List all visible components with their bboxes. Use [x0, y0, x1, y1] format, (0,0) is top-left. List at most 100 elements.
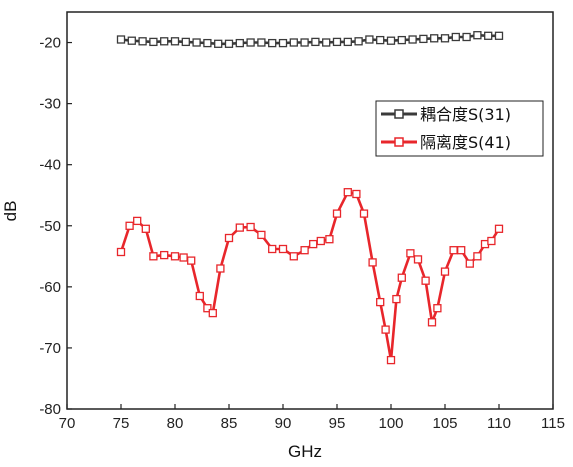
data-point	[322, 38, 331, 47]
series-1	[116, 188, 504, 365]
data-point	[203, 38, 212, 48]
plot-frame	[66, 11, 554, 410]
x-tick-label: 90	[275, 415, 292, 432]
data-point	[311, 37, 320, 47]
data-point	[473, 31, 482, 40]
data-point	[300, 38, 309, 47]
data-point	[208, 308, 217, 318]
data-point	[224, 39, 234, 48]
legend: 耦合度S(31) 隔离度S(41)	[375, 100, 544, 157]
data-point	[300, 246, 309, 255]
data-point	[246, 38, 255, 47]
x-tick-label: 80	[167, 415, 184, 432]
y-tick-label: -70	[39, 340, 61, 357]
data-point	[368, 258, 377, 267]
data-point	[392, 294, 401, 304]
data-point	[316, 236, 325, 246]
series-0	[116, 31, 504, 48]
data-point	[278, 38, 288, 48]
data-point	[179, 253, 188, 262]
data-point	[381, 325, 390, 334]
data-point	[397, 273, 406, 282]
data-point	[195, 291, 204, 301]
x-axis-title: GHz	[288, 442, 322, 461]
data-point	[421, 276, 430, 285]
data-point	[127, 36, 136, 45]
legend-label-isolation: 隔离度S(41)	[420, 133, 511, 152]
data-point	[181, 37, 190, 47]
x-axis: 70 75 80 85 90 95 100 105 110 115	[59, 404, 565, 432]
x-tick-label: 75	[113, 415, 130, 432]
data-point	[278, 244, 288, 254]
legend-marker-isolation	[394, 137, 404, 147]
data-point	[494, 224, 504, 233]
data-point	[224, 233, 234, 243]
data-point	[116, 35, 126, 44]
data-point	[257, 38, 266, 47]
data-point	[170, 252, 180, 261]
data-point	[365, 35, 374, 44]
data-point	[268, 38, 277, 48]
y-tick-label: -20	[39, 35, 61, 52]
data-point	[376, 297, 385, 307]
data-point	[359, 209, 369, 218]
series-layer	[116, 31, 504, 365]
data-point	[413, 255, 423, 264]
data-point	[149, 252, 158, 261]
data-point	[149, 37, 158, 47]
data-point	[289, 252, 298, 261]
data-point	[449, 246, 458, 255]
data-point	[116, 247, 126, 257]
data-point	[170, 37, 180, 46]
y-tick-label: -80	[39, 401, 61, 418]
x-tick-label: 100	[378, 415, 403, 432]
data-point	[138, 37, 147, 46]
data-point	[473, 252, 482, 261]
y-tick-label: -30	[39, 96, 61, 113]
data-point	[192, 38, 201, 47]
data-point	[187, 256, 196, 265]
data-point	[397, 35, 406, 45]
data-point	[343, 37, 352, 47]
x-tick-label: 85	[221, 415, 238, 432]
data-point	[440, 34, 450, 43]
data-point	[433, 304, 442, 313]
data-point	[332, 37, 342, 47]
legend-box	[375, 100, 544, 157]
data-point	[430, 34, 439, 43]
data-point	[457, 246, 466, 255]
data-point	[214, 39, 223, 48]
data-point	[235, 223, 244, 232]
data-point	[487, 236, 496, 246]
legend-marker-coupling	[394, 109, 404, 119]
data-point	[352, 189, 361, 199]
data-point	[133, 216, 142, 226]
data-point	[494, 31, 504, 40]
data-point	[408, 35, 417, 44]
data-point	[235, 38, 244, 48]
data-point	[419, 34, 428, 44]
y-axis: -80 -70 -60 -50 -40 -30 -20	[39, 35, 72, 418]
data-point	[257, 230, 266, 240]
data-point	[484, 31, 493, 40]
x-tick-label: 105	[432, 415, 457, 432]
data-point	[386, 355, 396, 365]
data-point	[246, 222, 255, 232]
x-tick-label: 95	[329, 415, 346, 432]
x-tick-label: 110	[487, 415, 511, 432]
data-point	[216, 264, 225, 273]
series-line	[119, 190, 501, 362]
data-point	[406, 249, 415, 258]
data-point	[465, 259, 474, 268]
data-point	[160, 250, 169, 260]
y-tick-label: -50	[39, 218, 61, 235]
data-point	[325, 235, 334, 244]
data-point	[427, 318, 437, 327]
data-point	[462, 32, 471, 42]
data-point	[203, 304, 212, 313]
data-point	[268, 244, 277, 254]
data-point	[332, 209, 342, 218]
data-point	[386, 36, 396, 45]
